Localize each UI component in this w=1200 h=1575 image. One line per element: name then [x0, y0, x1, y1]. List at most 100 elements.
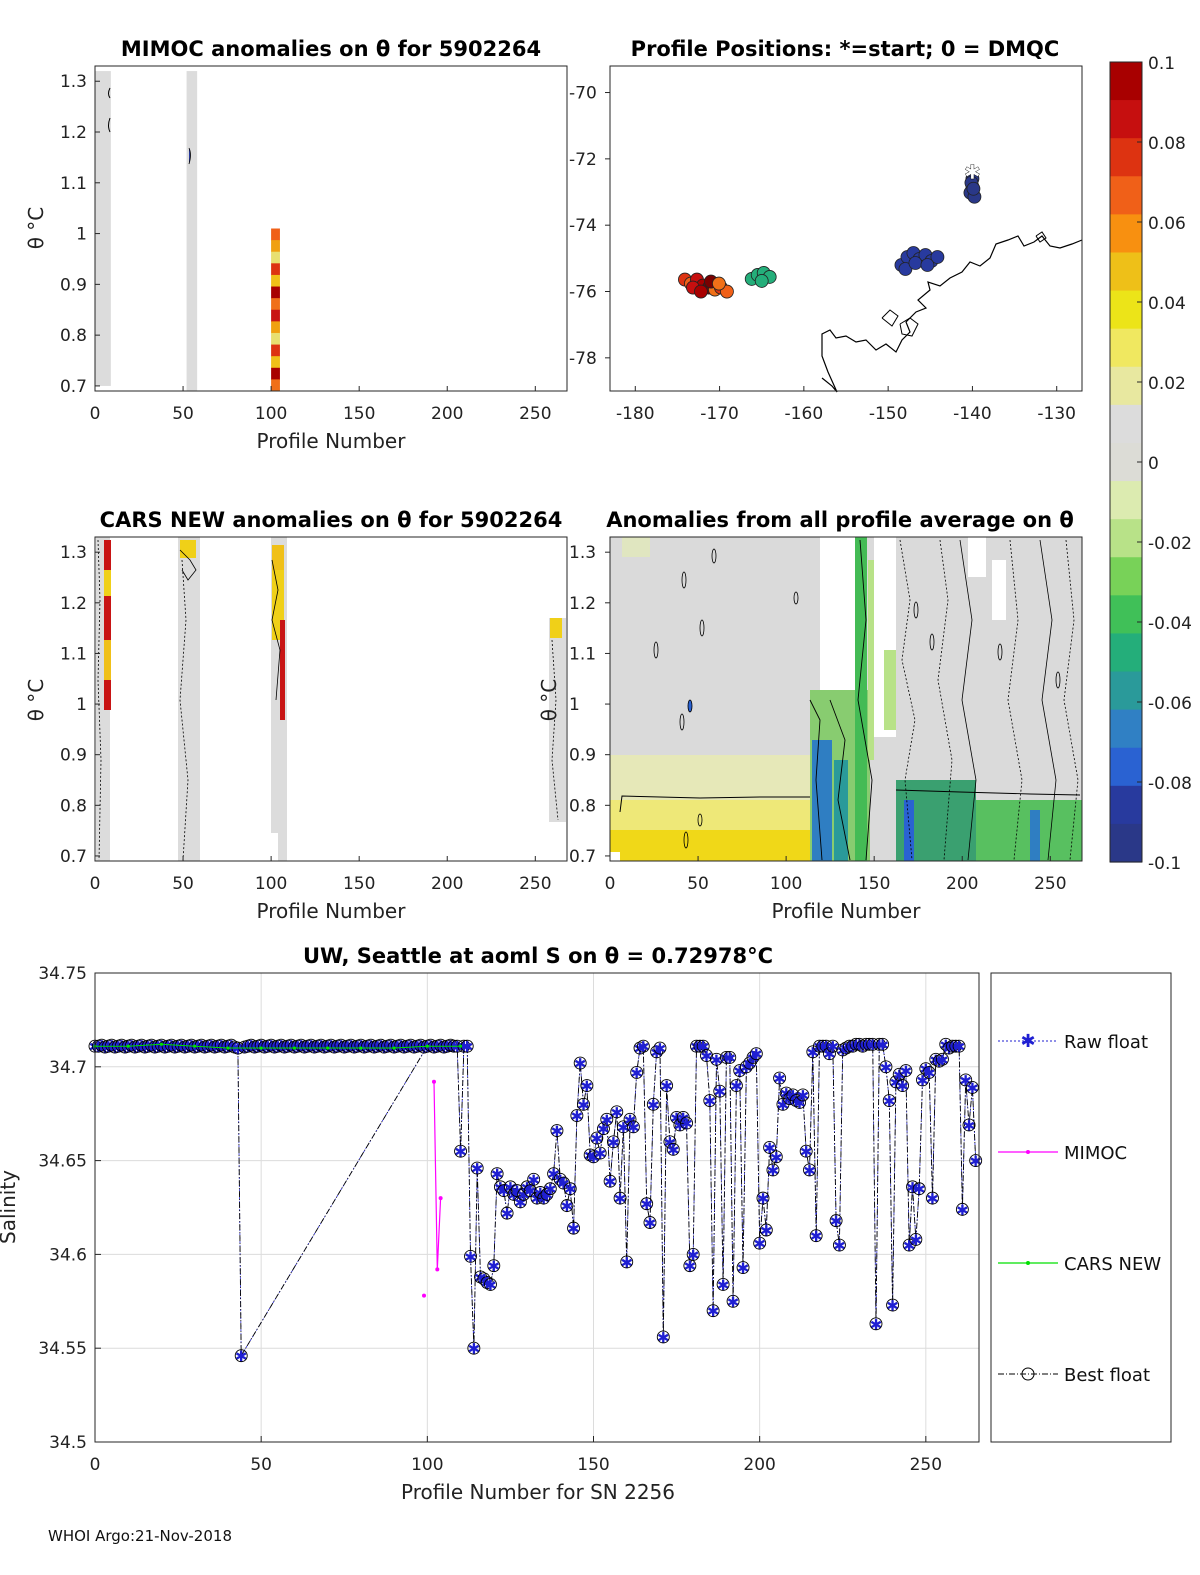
positions-xtick-label: -180 — [616, 404, 655, 424]
raw-float-marker: ✱ — [969, 1153, 982, 1171]
best-float-marker — [899, 1064, 913, 1078]
best-float-marker — [573, 1056, 587, 1070]
cars-xtick-label: 150 — [343, 874, 375, 894]
best-float-marker — [560, 1199, 574, 1213]
positions-xtick-label: -150 — [869, 404, 908, 424]
mimoc-anomaly-cell — [271, 309, 280, 322]
colorbar-band — [1110, 785, 1142, 825]
salinity-xtick-label: 200 — [743, 1455, 775, 1475]
best-float-marker — [507, 1187, 521, 1201]
average-anomaly-ytick-label: 0.8 — [569, 796, 596, 816]
salinity-title: UW, Seattle at aoml S on θ = 0.72978°C — [303, 944, 773, 968]
colorbar-band — [1110, 442, 1142, 482]
legend-marker-best-float — [1021, 1367, 1035, 1381]
best-float-marker — [344, 1038, 358, 1052]
best-float-marker — [484, 1277, 497, 1291]
best-float-marker — [527, 1172, 541, 1186]
mimoc-ytick-label: 0.8 — [60, 326, 87, 346]
raw-float-marker: ✱ — [713, 1083, 726, 1101]
best-float-marker — [583, 1148, 597, 1162]
raw-float-marker: ✱ — [926, 1190, 939, 1208]
cars-new-marker — [392, 1046, 396, 1050]
colorbar-band — [1110, 595, 1142, 635]
field-green-lower-right — [976, 800, 1082, 861]
best-float-marker — [739, 1060, 753, 1074]
best-float-marker — [517, 1187, 531, 1201]
salinity-xtick-label: 100 — [411, 1455, 443, 1475]
best-float-marker — [872, 1037, 886, 1051]
best-float-marker — [606, 1135, 620, 1149]
cars-column-1-hot — [104, 596, 111, 640]
mimoc-ytick-label: 1.1 — [60, 174, 87, 194]
field-contour — [899, 539, 916, 861]
best-float-marker — [922, 1065, 936, 1079]
best-float-marker — [969, 1154, 983, 1168]
field-contour — [937, 539, 953, 861]
cars-new-marker — [359, 1046, 363, 1050]
raw-float-marker: ✱ — [883, 1093, 896, 1111]
mimoc-ylabel: θ °C — [24, 207, 48, 250]
mimoc-anomaly-cell — [271, 286, 280, 299]
colorbar-label: -0.1 — [1148, 854, 1181, 874]
field-eddy — [681, 571, 687, 589]
best-float-marker — [949, 1039, 963, 1053]
best-float-marker — [537, 1191, 551, 1205]
best-float-marker — [803, 1163, 816, 1177]
colorbar: 0.1 0.08 0.06 0.04 0.02 0 -0.02 -0.04 -0.06 -0.08… — [1109, 54, 1192, 874]
cars-contour — [97, 539, 102, 861]
best-float-marker — [753, 1236, 767, 1250]
cars-ytick-label: 1 — [76, 695, 87, 715]
best-float-marker — [793, 1095, 806, 1109]
best-float-marker — [653, 1041, 667, 1055]
best-float-marker — [866, 1037, 880, 1051]
best-float-marker — [766, 1163, 780, 1177]
mimoc-xtick-label: 0 — [90, 404, 101, 424]
cars-new-marker — [193, 1044, 197, 1048]
field-eddy — [653, 641, 659, 659]
best-float-marker — [965, 1080, 979, 1094]
best-float-marker — [626, 1120, 640, 1134]
cars-ylabel: θ °C — [24, 679, 48, 722]
raw-float-marker: ✱ — [604, 1173, 617, 1191]
field-gap — [992, 560, 1006, 620]
salinity-axes-frame — [94, 972, 980, 1443]
best-float-marker — [590, 1131, 604, 1145]
mimoc-ytick-label: 0.7 — [60, 377, 87, 397]
best-float-marker — [550, 1124, 564, 1138]
raw-float-marker: ✱ — [644, 1215, 657, 1233]
best-float-marker — [616, 1120, 630, 1134]
mimoc-anomaly-cell — [271, 240, 280, 253]
salinity-ytick-label: 34.7 — [49, 1058, 87, 1078]
best-float-marker — [493, 1180, 507, 1194]
mimoc-xtick-label: 250 — [519, 404, 551, 424]
colorbar-label: 0.08 — [1148, 134, 1186, 154]
best-float-marker — [673, 1118, 687, 1132]
raw-float-marker: ✱ — [464, 1248, 477, 1266]
colorbar-band — [1110, 214, 1142, 254]
raw-float-marker: ✱ — [594, 1145, 607, 1163]
best-float-marker — [264, 1038, 278, 1052]
mimoc-panel: MIMOC anomalies on θ for 5902264 0 50 100 1… — [24, 37, 568, 453]
field-lightgreen-patch — [884, 650, 896, 730]
cars-column-1-hot — [104, 540, 111, 570]
colorbar-band — [1110, 328, 1142, 368]
best-float-marker — [570, 1109, 584, 1123]
best-float-marker — [274, 1038, 288, 1052]
field-eddy — [679, 713, 685, 731]
raw-float-marker: ✱ — [966, 1079, 979, 1097]
best-float-marker — [640, 1197, 654, 1211]
best-float-marker — [942, 1041, 956, 1055]
best-float-marker — [832, 1238, 846, 1252]
best-float-marker — [304, 1038, 318, 1052]
raw-float-marker: ✱ — [803, 1162, 816, 1180]
average-anomaly-panel: Anomalies from all profile average on θ — [537, 508, 1083, 923]
raw-float-marker: ✱ — [660, 1078, 673, 1096]
colorbar-band — [1110, 823, 1142, 863]
mimoc-column — [186, 71, 198, 391]
average-anomaly-xtick-label: 200 — [946, 874, 978, 894]
cars-column-2 — [178, 537, 200, 861]
cars-ytick-label: 0.8 — [60, 796, 87, 816]
mimoc-anomaly-cell — [271, 298, 280, 311]
profile-position-point — [754, 274, 769, 288]
field-gap — [820, 537, 856, 707]
